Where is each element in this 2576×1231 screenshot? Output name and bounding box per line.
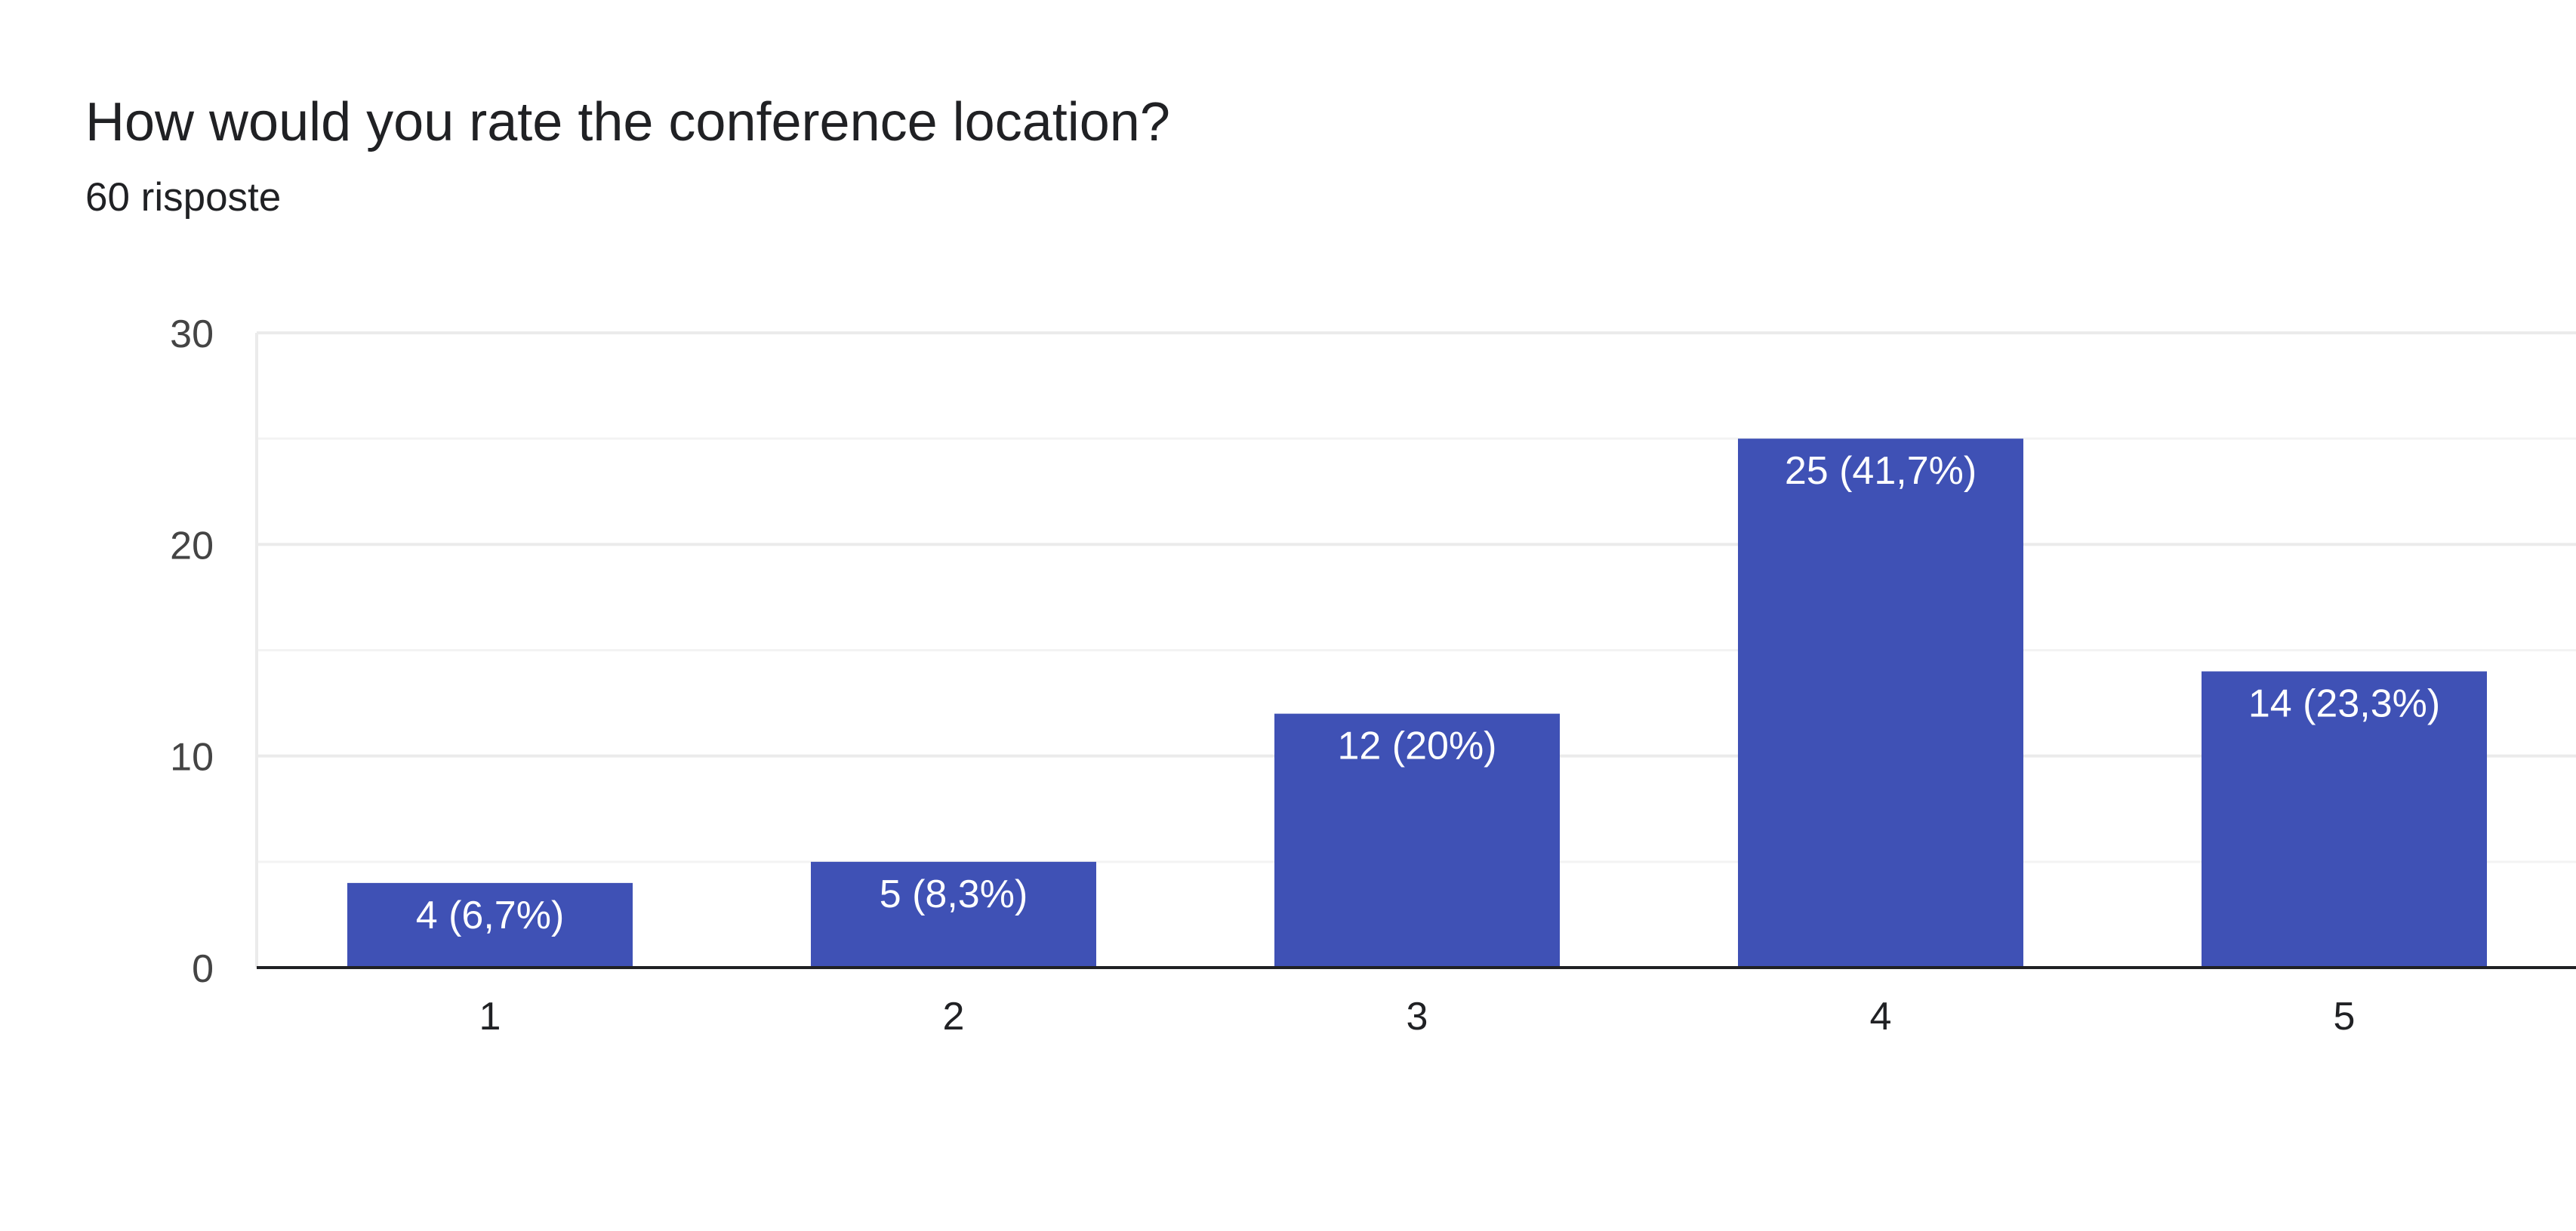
bar-value-label: 25 (41,7%) xyxy=(1785,449,1977,493)
y-tick-label: 20 xyxy=(170,524,214,568)
x-tick-label: 4 xyxy=(1870,995,1892,1039)
bar-value-label: 4 (6,7%) xyxy=(416,894,565,937)
chart-title: How would you rate the conference locati… xyxy=(85,92,1170,152)
bars xyxy=(347,439,2487,968)
y-tick-label: 30 xyxy=(170,312,214,356)
axes: 0 10 20 30 1 2 3 4 5 xyxy=(170,312,2576,1039)
y-tick-label: 10 xyxy=(170,736,214,780)
x-tick-label: 2 xyxy=(943,995,965,1039)
x-tick-label: 1 xyxy=(479,995,501,1039)
bar xyxy=(1274,713,1560,968)
data-labels: 4 (6,7%) 5 (8,3%) 12 (20%) 25 (41,7%) 14 (23… xyxy=(416,449,2440,937)
y-tick-label: 0 xyxy=(192,947,214,991)
bar xyxy=(347,882,633,968)
x-tick-label: 3 xyxy=(1407,995,1428,1039)
bar xyxy=(1738,439,2023,968)
x-tick-label: 5 xyxy=(2334,995,2356,1039)
gridlines xyxy=(255,331,2576,968)
bar-value-label: 12 (20%) xyxy=(1338,725,1497,768)
bar-value-label: 5 (8,3%) xyxy=(880,872,1028,916)
response-count: 60 risposte xyxy=(85,175,282,220)
bar xyxy=(811,861,1096,968)
bar-value-label: 14 (23,3%) xyxy=(2248,682,2440,726)
bar xyxy=(2202,671,2487,968)
